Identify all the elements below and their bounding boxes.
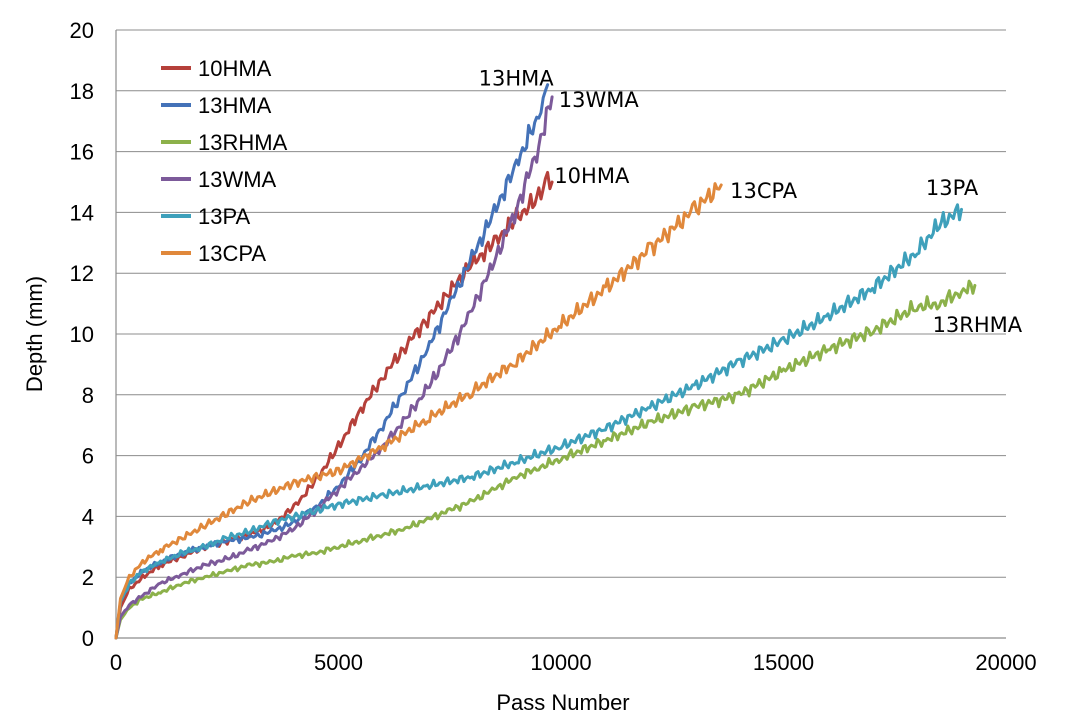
legend-label-13wma: 13WMA — [198, 167, 277, 192]
annotation-13cpa: 13CPA — [730, 179, 798, 203]
legend-label-10hma: 10HMA — [198, 56, 272, 81]
x-axis-title: Pass Number — [496, 690, 629, 715]
y-tick-label: 0 — [82, 626, 94, 651]
legend-label-13pa: 13PA — [198, 204, 251, 229]
x-tick-label: 10000 — [530, 650, 591, 675]
legend-label-13hma: 13HMA — [198, 93, 272, 118]
y-tick-label: 10 — [70, 322, 94, 347]
y-tick-label: 18 — [70, 79, 94, 104]
annotation-13wma: 13WMA — [559, 88, 640, 112]
x-tick-label: 20000 — [975, 650, 1036, 675]
series-line-13pa — [114, 203, 963, 640]
legend: 10HMA 13HMA 13RHMA 13WMA 13PA 13CPA — [161, 56, 288, 266]
x-tick-label: 5000 — [314, 650, 363, 675]
annotation-13hma: 13HMA — [479, 67, 555, 91]
annotation-13pa: 13PA — [926, 176, 979, 200]
series-line-13rhma — [114, 279, 977, 640]
x-tick-label: 15000 — [753, 650, 814, 675]
x-tick-label: 0 — [110, 650, 122, 675]
annotation-13rhma: 13RHMA — [933, 313, 1023, 337]
y-tick-label: 8 — [82, 383, 94, 408]
series-line-13cpa — [114, 182, 723, 640]
y-tick-label: 6 — [82, 444, 94, 469]
legend-label-13cpa: 13CPA — [198, 241, 266, 266]
annotation-10hma: 10HMA — [554, 164, 630, 188]
y-tick-label: 14 — [70, 200, 94, 225]
y-tick-label: 20 — [70, 18, 94, 43]
series-line-13hma — [114, 83, 550, 640]
y-tick-labels: 0 2 4 6 8 10 12 14 16 18 20 — [70, 18, 94, 651]
x-tick-labels: 0 5000 10000 15000 20000 — [110, 650, 1037, 675]
y-axis-title: Depth (mm) — [22, 276, 47, 392]
series-line-13wma — [114, 95, 554, 640]
y-tick-label: 12 — [70, 261, 94, 286]
axes — [115, 30, 1006, 639]
series-line-10hma — [114, 170, 554, 640]
gridlines — [116, 29, 1006, 578]
y-tick-label: 4 — [82, 504, 94, 529]
y-tick-label: 16 — [70, 140, 94, 165]
legend-label-13rhma: 13RHMA — [198, 130, 288, 155]
y-tick-label: 2 — [82, 565, 94, 590]
series-lines — [114, 83, 977, 640]
